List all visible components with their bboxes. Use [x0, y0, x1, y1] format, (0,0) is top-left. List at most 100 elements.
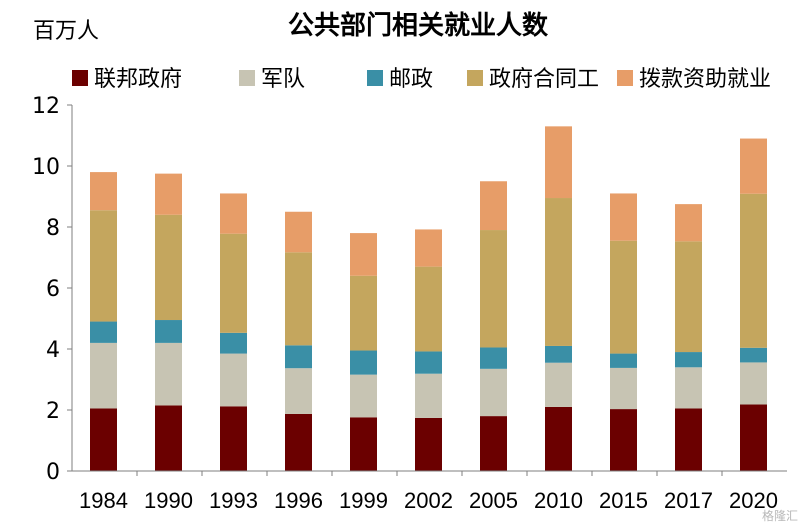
bar-segment-1	[675, 408, 702, 471]
bar-segment-3	[220, 332, 247, 354]
bar-segment-5	[610, 193, 637, 241]
bar-segment-4	[545, 198, 572, 346]
legend: 联邦政府 军队 邮政 政府合同工 拨款资助就业	[72, 67, 771, 92]
bar-segment-1	[155, 405, 182, 471]
bar-segment-5	[740, 138, 767, 194]
x-tick-label: 2015	[599, 488, 648, 513]
bar-stack-1993	[220, 193, 247, 471]
bar-segment-5	[155, 173, 182, 215]
bar-segment-5	[545, 126, 572, 199]
bar-segment-4	[220, 233, 247, 333]
y-tick-label: 0	[46, 460, 60, 485]
bar-segment-2	[415, 373, 442, 418]
bar-segment-3	[350, 350, 377, 375]
bar-segment-4	[480, 230, 507, 348]
y-axis-unit-label: 百万人	[33, 19, 99, 44]
x-tick-label: 1984	[79, 488, 128, 513]
bar-segment-2	[610, 367, 637, 410]
bar-segment-5	[220, 193, 247, 234]
y-tick-label: 10	[32, 155, 60, 180]
bar-segment-4	[610, 240, 637, 354]
bar-stack-2010	[545, 126, 572, 471]
bar-segment-3	[415, 351, 442, 374]
legend-swatch	[239, 70, 255, 86]
x-tick-label: 2010	[534, 488, 583, 513]
legend-label: 军队	[261, 67, 305, 92]
bar-segment-3	[90, 321, 117, 343]
bar-stack-1996	[285, 211, 312, 471]
bar-segment-2	[90, 342, 117, 409]
bar-segment-1	[545, 406, 572, 471]
bar-segment-5	[350, 233, 377, 276]
bar-segment-4	[740, 193, 767, 348]
x-tick-label: 1999	[339, 488, 388, 513]
bar-segment-4	[155, 214, 182, 321]
legend-swatch	[367, 70, 383, 86]
y-tick-label: 4	[46, 338, 60, 363]
bar-segment-3	[545, 345, 572, 363]
bar-segment-5	[415, 229, 442, 267]
bar-segment-3	[740, 347, 767, 363]
bar-segment-1	[480, 416, 507, 471]
bar-segment-3	[285, 345, 312, 369]
bar-segment-1	[220, 406, 247, 471]
x-axis: 1984 1990 1993 1996 1999 2002 2005 2010 2015 2017…	[72, 470, 787, 513]
bar-stack-2020	[740, 138, 767, 471]
bar-segment-2	[675, 367, 702, 409]
bar-segment-5	[90, 172, 117, 211]
chart-title: 公共部门相关就业人数	[288, 11, 549, 41]
bar-stack-2005	[480, 181, 507, 471]
bar-segment-2	[545, 362, 572, 407]
bar-segment-1	[415, 417, 442, 471]
y-tick-label: 6	[46, 277, 60, 302]
bar-segment-3	[155, 320, 182, 343]
bar-segment-1	[350, 417, 377, 471]
x-tick-label: 1996	[274, 488, 323, 513]
bar-stack-2017	[675, 204, 702, 471]
bar-segment-1	[90, 408, 117, 471]
legend-label: 拨款资助就业	[639, 67, 771, 92]
x-tick-label: 2002	[404, 488, 453, 513]
bar-segment-4	[350, 275, 377, 351]
bar-stack-1999	[350, 233, 377, 471]
bar-segment-4	[675, 241, 702, 353]
legend-label: 政府合同工	[489, 67, 599, 92]
bar-stack-2015	[610, 193, 637, 471]
bar-segment-1	[285, 413, 312, 471]
bar-segment-2	[155, 342, 182, 406]
x-tick-label: 2005	[469, 488, 518, 513]
bar-segment-4	[415, 266, 442, 352]
y-tick-label: 2	[46, 399, 60, 424]
legend-swatch	[617, 70, 633, 86]
bar-segment-5	[285, 211, 312, 253]
bar-segment-3	[480, 347, 507, 369]
x-tick-label: 2020	[729, 488, 778, 513]
x-tick-label: 2017	[664, 488, 713, 513]
x-tick-label: 1990	[144, 488, 193, 513]
bar-segment-4	[285, 252, 312, 346]
bar-segment-2	[740, 362, 767, 405]
bar-segment-2	[285, 368, 312, 414]
bar-area	[90, 126, 767, 471]
bar-segment-2	[220, 353, 247, 407]
bar-segment-3	[610, 353, 637, 368]
bar-segment-1	[610, 409, 637, 471]
legend-label: 邮政	[389, 67, 433, 92]
legend-swatch	[467, 70, 483, 86]
watermark: 格隆汇	[762, 508, 798, 523]
y-tick-label: 8	[46, 216, 60, 241]
y-axis: 0 2 4 6 8 10 12	[32, 94, 73, 485]
bar-segment-5	[675, 204, 702, 242]
bar-segment-4	[90, 210, 117, 322]
bar-segment-5	[480, 181, 507, 231]
legend-label: 联邦政府	[94, 67, 182, 92]
bar-segment-1	[740, 404, 767, 471]
bar-segment-2	[350, 374, 377, 418]
bar-stack-1984	[90, 172, 117, 471]
bar-stack-1990	[155, 173, 182, 471]
bar-stack-2002	[415, 229, 442, 471]
bar-segment-3	[675, 352, 702, 368]
y-tick-label: 12	[32, 94, 60, 119]
legend-swatch	[72, 70, 88, 86]
